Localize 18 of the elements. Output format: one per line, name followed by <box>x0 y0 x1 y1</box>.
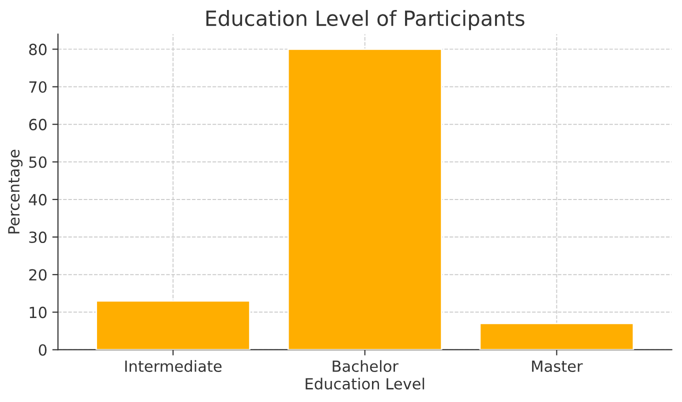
bar <box>287 48 442 350</box>
x-tick-label: Master <box>532 360 583 372</box>
y-axis-title: Percentage <box>8 150 23 234</box>
y-tick-label: 10 <box>30 306 47 318</box>
x-tick-label: Intermediate <box>125 360 222 372</box>
bar <box>96 300 250 350</box>
x-axis-title: Education Level <box>306 378 424 390</box>
y-tick-label: 50 <box>29 156 47 168</box>
y-tick-label: 70 <box>29 81 47 93</box>
bar <box>479 322 634 350</box>
y-tick-label: 30 <box>29 232 47 244</box>
y-tick-label: 80 <box>29 44 47 56</box>
y-tick-label: 0 <box>38 344 47 356</box>
y-tick-label: 40 <box>28 194 47 206</box>
y-tick-label: 20 <box>29 269 47 281</box>
chart-title: Education Level of Participants <box>206 10 524 30</box>
y-tick-label: 60 <box>29 118 47 130</box>
x-tick-label: Bachelor <box>332 360 398 372</box>
